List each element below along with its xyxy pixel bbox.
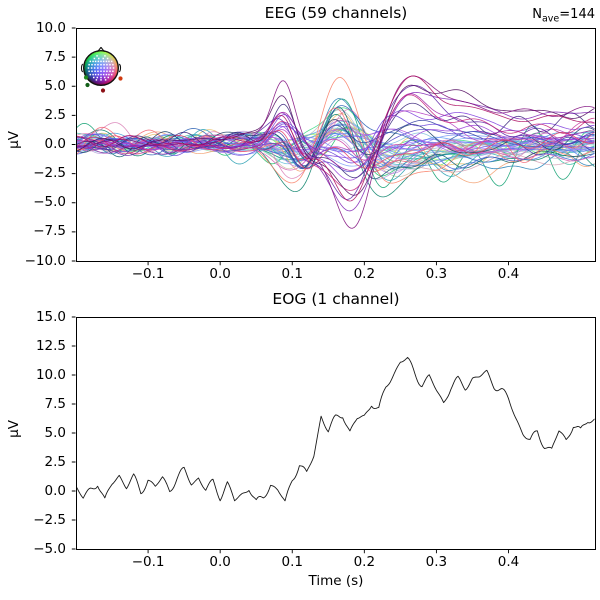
- eeg-axes: [76, 28, 596, 262]
- eog-title: EOG (1 channel): [272, 290, 400, 308]
- eog-y-tick-label: 12.5: [35, 337, 66, 354]
- eog-y-tick-label: 15.0: [35, 308, 66, 325]
- eeg-y-tick-label: 2.5: [44, 106, 66, 123]
- eog-x-tick-label: 0.3: [425, 554, 448, 570]
- time-axis-label: Time (s): [308, 573, 364, 589]
- eeg-x-tick-label: −0.1: [131, 266, 165, 282]
- eog-y-tick-label: −5.0: [33, 540, 66, 557]
- eog-y-tick-label: 0.0: [44, 482, 66, 499]
- nave-annotation: Nave=144: [532, 7, 595, 28]
- eeg-y-tick-label: −10.0: [24, 252, 66, 269]
- eog-x-tick-label: 0.4: [497, 554, 520, 570]
- eeg-y-tick-label: −2.5: [33, 165, 66, 182]
- eog-y-tick-label: 2.5: [44, 453, 66, 470]
- eeg-y-tick-label: 7.5: [44, 48, 66, 65]
- eeg-y-tick-label: 10.0: [35, 19, 66, 36]
- eeg-y-tick-label: −5.0: [33, 194, 66, 211]
- eeg-x-tick-label: 0.2: [353, 266, 376, 282]
- eeg-y-tick-label: −7.5: [33, 223, 66, 240]
- eog-y-tick-label: 10.0: [35, 366, 66, 383]
- nave-prefix: N: [532, 7, 542, 22]
- eeg-x-tick-label: 0.1: [281, 266, 303, 282]
- eog-y-tick-label: 7.5: [44, 395, 66, 412]
- eog-x-tick-label: 0.0: [209, 554, 231, 570]
- nave-subscript: ave: [541, 13, 560, 25]
- eeg-y-tick-label: 5.0: [44, 77, 66, 94]
- eeg-x-tick-label: 0.0: [209, 266, 231, 282]
- eog-x-tick-label: 0.2: [353, 554, 376, 570]
- eog-x-tick-label: 0.1: [281, 554, 303, 570]
- eeg-x-tick-label: 0.3: [425, 266, 448, 282]
- eeg-y-tick-label: 0.0: [44, 136, 66, 152]
- eog-y-tick-label: −2.5: [33, 511, 66, 528]
- eeg-title: EEG (59 channels): [264, 4, 408, 22]
- eog-y-tick-label: 5.0: [44, 424, 66, 441]
- eog-axes: [76, 317, 596, 550]
- eog-x-tick-label: −0.1: [131, 554, 165, 570]
- eeg-x-tick-label: 0.4: [497, 266, 520, 282]
- nave-value: =144: [559, 7, 595, 22]
